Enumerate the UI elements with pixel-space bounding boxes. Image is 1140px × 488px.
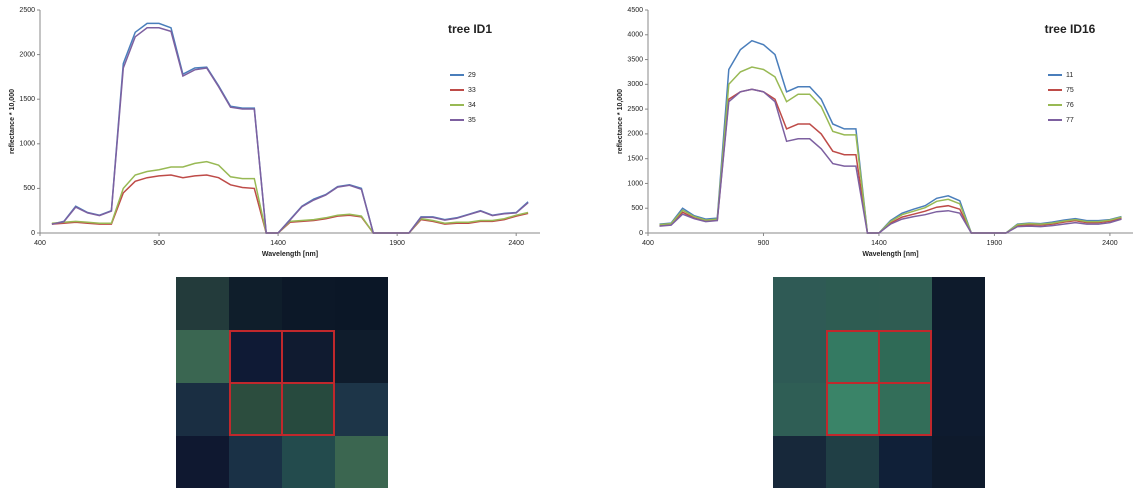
y-tick-label: 4500: [627, 7, 643, 14]
y-tick-label: 4000: [627, 32, 643, 39]
x-tick-label: 2400: [508, 240, 524, 247]
series-line: [52, 175, 528, 233]
y-tick-label: 2500: [627, 106, 643, 113]
x-axis-label: Wavelength [nm]: [862, 251, 918, 258]
y-tick-label: 1000: [19, 141, 35, 148]
chart-title: tree ID1: [448, 22, 492, 36]
y-tick-label: 2000: [19, 51, 35, 58]
series-line: [660, 41, 1122, 233]
series-line: [660, 89, 1122, 233]
y-tick-label: 1500: [627, 156, 643, 163]
legend-label: 75: [1066, 87, 1074, 94]
y-tick-label: 0: [639, 230, 643, 237]
y-tick-label: 2500: [19, 7, 35, 14]
legend-label: 29: [468, 72, 476, 79]
x-tick-label: 1400: [270, 240, 286, 247]
y-tick-label: 3500: [627, 56, 643, 63]
pixel-grid-1: [176, 277, 388, 488]
y-tick-label: 1000: [627, 180, 643, 187]
legend-label: 33: [468, 87, 476, 94]
legend-label: 77: [1066, 117, 1074, 124]
series-line: [52, 28, 528, 233]
x-tick-label: 400: [34, 240, 46, 247]
x-tick-label: 400: [642, 240, 654, 247]
figure: 0 500 1000 1500 2000 2500 400 900 1400 1900 2400 Wa…: [0, 0, 1140, 488]
legend-label: 34: [468, 102, 476, 109]
series-line: [660, 89, 1122, 233]
series-line: [52, 23, 528, 233]
x-tick-label: 1400: [871, 240, 887, 247]
x-tick-label: 900: [153, 240, 165, 247]
x-tick-label: 1900: [987, 240, 1003, 247]
chart-title: tree ID16: [1045, 22, 1096, 36]
series-line: [52, 162, 528, 233]
page: {"chart_data":[ {"type":"line","title":"…: [0, 0, 1140, 488]
y-tick-label: 1500: [19, 96, 35, 103]
y-tick-label: 2000: [627, 131, 643, 138]
y-axis-label: reflectance * 10,000: [9, 89, 16, 154]
y-tick-label: 500: [23, 185, 35, 192]
legend-label: 76: [1066, 102, 1074, 109]
x-tick-label: 900: [758, 240, 770, 247]
y-tick-label: 500: [631, 205, 643, 212]
series-line: [660, 67, 1122, 233]
x-axis-label: Wavelength [nm]: [262, 251, 318, 258]
y-tick-label: 0: [31, 230, 35, 237]
x-tick-label: 2400: [1102, 240, 1118, 247]
x-tick-label: 1900: [389, 240, 405, 247]
legend-label: 11: [1066, 72, 1073, 79]
y-tick-label: 3000: [627, 81, 643, 88]
legend-label: 35: [468, 117, 476, 124]
pixel-grid-2: [773, 277, 985, 488]
y-axis-label: reflectance * 10,000: [617, 89, 624, 154]
